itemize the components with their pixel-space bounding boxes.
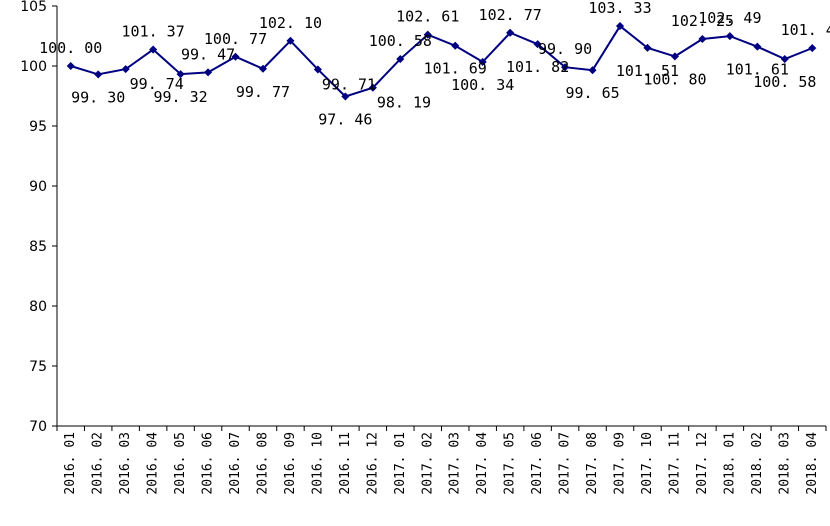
data-label: 97. 46 xyxy=(318,110,372,128)
x-tick-label: 2017. 03 xyxy=(448,432,463,495)
x-tick-label: 2016. 09 xyxy=(283,432,298,495)
x-tick-label: 2016. 07 xyxy=(228,432,243,495)
x-tick-label: 2016. 12 xyxy=(365,432,380,495)
data-point xyxy=(808,43,817,53)
data-points xyxy=(66,21,817,101)
data-label: 101. 49 xyxy=(781,21,830,39)
data-label: 100. 34 xyxy=(451,76,514,94)
x-tick-label: 2018. 04 xyxy=(805,432,820,495)
data-label: 100. 58 xyxy=(753,73,816,91)
data-point xyxy=(258,64,268,73)
x-tick-label: 2017. 06 xyxy=(530,432,545,495)
data-point xyxy=(506,28,515,37)
data-point xyxy=(560,63,570,72)
data-point xyxy=(478,57,487,67)
data-point xyxy=(121,64,130,74)
data-point xyxy=(176,70,185,79)
y-tick-label: 105 xyxy=(20,0,47,15)
y-tick-label: 75 xyxy=(29,359,47,375)
data-label: 99. 47 xyxy=(181,45,235,63)
data-label: 99. 30 xyxy=(71,88,125,106)
data-point xyxy=(148,45,158,54)
data-label: 100. 58 xyxy=(369,32,432,50)
x-tick-label: 2016. 02 xyxy=(91,432,106,495)
x-tick-label: 2017. 08 xyxy=(585,432,600,495)
y-tick-label: 85 xyxy=(29,239,47,255)
x-tick-label: 2016. 05 xyxy=(173,432,188,495)
x-axis-ticks: 2016. 01 2016. 02 2016. 03 2016. 04 2016. 05… xyxy=(56,426,827,495)
data-label: 102. 25 xyxy=(671,12,734,30)
x-tick-label: 2016. 06 xyxy=(201,432,216,495)
data-point xyxy=(368,83,377,92)
data-point xyxy=(451,41,460,50)
data-point xyxy=(725,31,735,41)
data-label: 98. 19 xyxy=(377,94,431,112)
data-point xyxy=(341,92,350,101)
data-point xyxy=(66,61,75,71)
x-tick-label: 2016. 11 xyxy=(338,432,353,495)
y-tick-label: 90 xyxy=(29,179,47,195)
data-label: 99. 74 xyxy=(130,75,184,93)
data-label: 101. 69 xyxy=(424,60,487,78)
data-point xyxy=(533,40,542,49)
data-label: 100. 00 xyxy=(39,39,102,57)
data-point xyxy=(286,36,295,45)
x-tick-label: 2016. 01 xyxy=(63,432,78,495)
data-label: 102. 10 xyxy=(259,14,322,32)
x-tick-label: 2017. 07 xyxy=(558,432,573,495)
data-label: 102. 61 xyxy=(396,8,459,26)
x-tick-label: 2016. 04 xyxy=(146,432,161,495)
data-label: 99. 65 xyxy=(565,84,619,102)
x-tick-label: 2018. 02 xyxy=(750,432,765,495)
x-tick-label: 2016. 03 xyxy=(118,432,133,495)
y-tick-label: 100 xyxy=(20,59,47,75)
data-label: 101. 37 xyxy=(122,23,185,41)
data-point xyxy=(670,52,680,61)
x-tick-label: 2016. 10 xyxy=(310,432,325,495)
x-tick-label: 2018. 01 xyxy=(722,432,737,495)
data-point xyxy=(588,66,597,75)
data-point xyxy=(231,52,240,61)
x-tick-label: 2016. 08 xyxy=(255,432,270,495)
x-tick-label: 2018. 03 xyxy=(777,432,792,495)
x-tick-label: 2017. 05 xyxy=(503,432,518,495)
y-tick-label: 80 xyxy=(29,299,47,315)
x-tick-label: 2017. 09 xyxy=(613,432,628,495)
x-tick-label: 2017. 11 xyxy=(667,432,682,495)
data-label: 99. 71 xyxy=(322,75,376,93)
data-label: 99. 90 xyxy=(538,40,592,58)
x-tick-label: 2017. 12 xyxy=(695,432,710,495)
data-label: 102. 77 xyxy=(479,6,542,24)
series-line xyxy=(70,24,813,98)
x-tick-label: 2017. 04 xyxy=(475,432,490,495)
data-label: 101. 51 xyxy=(616,62,679,80)
data-point xyxy=(780,54,789,64)
data-point xyxy=(94,70,103,79)
data-label: 99. 77 xyxy=(236,83,290,101)
data-label: 100. 80 xyxy=(643,70,706,88)
y-axis-ticks: 70 75 80 85 90 95 100 105 xyxy=(20,0,57,435)
data-label: 101. 82 xyxy=(506,58,569,76)
data-label: 101. 61 xyxy=(726,61,789,79)
data-label: 103. 33 xyxy=(588,0,651,17)
data-point xyxy=(313,65,323,74)
data-point xyxy=(698,34,707,44)
data-label: 102. 49 xyxy=(698,9,761,27)
x-tick-label: 2017. 01 xyxy=(393,432,408,495)
data-point xyxy=(753,42,762,51)
data-point xyxy=(423,30,432,39)
data-point xyxy=(615,21,625,31)
y-tick-label: 70 xyxy=(29,419,47,435)
y-tick-label: 95 xyxy=(29,119,47,135)
x-tick-label: 2017. 10 xyxy=(640,432,655,495)
data-point xyxy=(643,43,652,53)
x-tick-label: 2017. 02 xyxy=(420,432,435,495)
data-label: 99. 32 xyxy=(153,88,207,106)
data-label: 100. 77 xyxy=(204,30,267,48)
data-point xyxy=(396,54,405,64)
data-point xyxy=(203,68,213,77)
